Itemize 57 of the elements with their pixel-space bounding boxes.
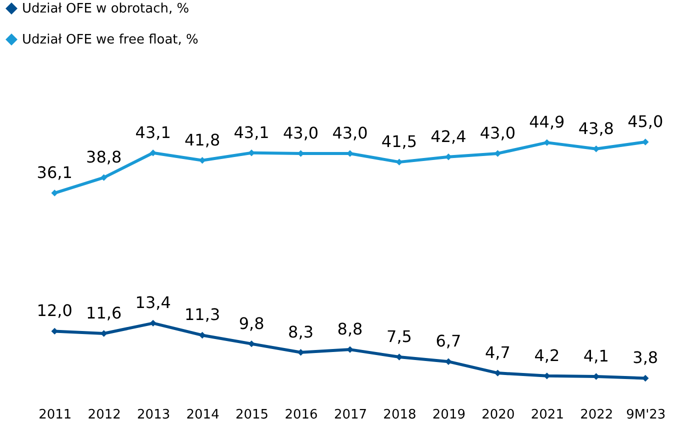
data-label: 43,0 [332,123,368,142]
data-label: 7,5 [386,327,412,346]
data-label: 41,5 [381,132,418,152]
point [248,150,255,156]
data-label: 43,1 [135,122,171,142]
x-tick-label: 2016 [284,408,318,422]
data-label: 41,8 [184,130,220,150]
x-tick-label: 2017 [334,408,368,422]
point [51,190,58,196]
x-tick-label: 2018 [383,408,416,422]
point [544,139,550,146]
data-label: 11,3 [184,305,220,324]
point [396,158,403,166]
legend-label: Udział OFE we free float, % [22,32,198,48]
data-label: 6,7 [436,332,462,351]
point [198,332,206,339]
data-label: 43,0 [480,123,516,142]
x-tick-label: 2011 [38,408,72,422]
data-label: 38,8 [86,148,122,167]
data-label: 36,1 [36,163,72,182]
data-label: 44,9 [529,112,565,132]
x-tick-label: 2019 [432,408,466,422]
point [100,174,108,181]
data-label: 4,1 [583,346,609,366]
data-label: 42,4 [430,126,466,146]
x-tick-label: 2014 [186,408,220,422]
data-label: 45,0 [628,112,664,131]
point [51,328,58,335]
point [445,154,452,160]
data-label: 8,3 [288,322,314,342]
x-tick-label: 2013 [137,408,170,422]
data-label: 3,8 [632,348,658,368]
point [150,150,156,156]
x-tick-label: 2020 [482,408,515,422]
point [445,358,452,365]
point [642,374,649,382]
data-label: 43,0 [282,123,319,142]
data-label: 43,8 [578,118,614,138]
x-tick-label: 2012 [88,408,121,422]
data-label: 4,7 [484,343,510,362]
point [642,138,649,146]
x-tick-label: 2015 [235,408,269,422]
x-tick-label: 9M'23 [626,408,666,422]
point [150,320,156,327]
legend-label: Udział OFE w obrotach, % [22,2,190,16]
point [346,346,354,353]
data-label: 43,1 [234,122,270,142]
point [248,340,255,348]
data-label: 13,4 [135,293,171,312]
x-tick-label: 2022 [580,408,614,422]
x-tick-label: 2021 [530,408,564,422]
data-label: 8,8 [337,320,363,339]
data-label: 4,2 [534,346,560,365]
data-label: 9,8 [238,314,264,333]
data-label: 12,0 [36,301,72,320]
point [494,150,502,157]
data-label: 11,6 [86,303,122,322]
